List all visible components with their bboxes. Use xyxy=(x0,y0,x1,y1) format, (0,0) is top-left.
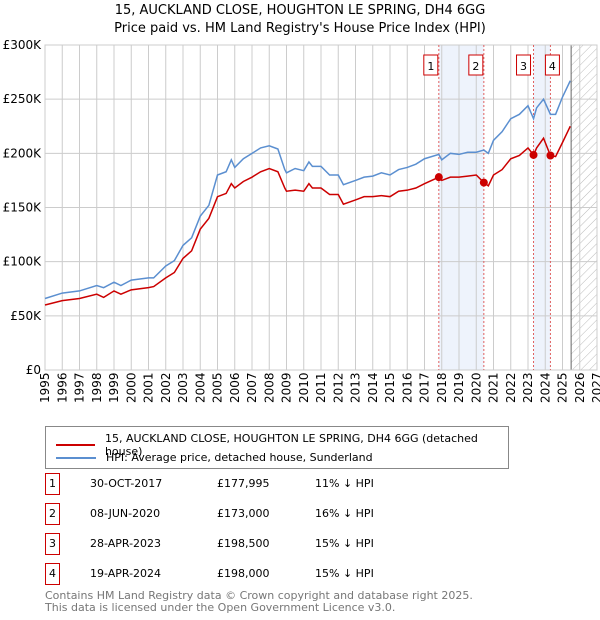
y-tick-label: £100K xyxy=(3,255,43,269)
x-tick-label: 2001 xyxy=(142,372,156,403)
sale-marker-box xyxy=(423,54,439,76)
x-tick-label: 2023 xyxy=(521,372,535,403)
x-tick-label: 2012 xyxy=(331,372,345,403)
x-tick-label: 2025 xyxy=(556,372,570,403)
sale-marker-label: 4 xyxy=(45,563,60,585)
legend-item-hpi: HPI: Average price, detached house, Sund… xyxy=(56,451,373,464)
x-tick-label: 1997 xyxy=(73,372,87,403)
sale-point xyxy=(434,173,443,182)
sale-date: 19-APR-2024 xyxy=(90,567,162,580)
sale-point xyxy=(479,178,488,187)
x-tick-label: 1999 xyxy=(107,372,121,403)
x-tick-label: 2000 xyxy=(124,372,138,403)
x-tick-label: 2011 xyxy=(314,372,328,403)
x-tick-label: 2013 xyxy=(349,372,363,403)
x-tick-label: 2021 xyxy=(487,372,501,403)
x-tick-label: 2014 xyxy=(366,372,380,403)
x-tick-label: 2022 xyxy=(504,372,518,403)
sale-marker-box xyxy=(468,54,484,76)
legend-swatch xyxy=(56,456,96,459)
x-tick-label: 2008 xyxy=(262,372,276,403)
sale-marker-label: 3 xyxy=(45,533,60,555)
chart-subtitle: Price paid vs. HM Land Registry's House … xyxy=(114,21,486,36)
sale-marker-box xyxy=(544,54,560,76)
sale-point xyxy=(546,151,555,160)
sale-marker-label: 1 xyxy=(45,473,60,495)
sale-hpi-diff: 15% ↓ HPI xyxy=(315,567,374,580)
x-tick-label: 2007 xyxy=(245,372,259,403)
x-tick-label: 1995 xyxy=(38,372,52,403)
x-tick-label: 2015 xyxy=(383,372,397,403)
x-tick-label: 1996 xyxy=(55,372,69,403)
x-tick-label: 2010 xyxy=(297,372,311,403)
legend-label: HPI: Average price, detached house, Sund… xyxy=(106,451,373,464)
x-tick-label: 2020 xyxy=(469,372,483,403)
sale-marker-label: 2 xyxy=(472,60,479,73)
plot-area: 1995 1996 1997 1998 1999 2000 2001 2002 2003 2004… xyxy=(3,38,600,403)
legend-swatch xyxy=(56,444,95,446)
y-tick-label: £150K xyxy=(3,201,43,215)
sale-date: 30-OCT-2017 xyxy=(90,477,163,490)
hpi-line xyxy=(44,80,571,300)
footer-line: Contains HM Land Registry data © Crown c… xyxy=(45,589,473,602)
x-tick-label: 1998 xyxy=(90,372,104,403)
sale-date: 28-APR-2023 xyxy=(90,537,162,550)
sale-marker-label: 4 xyxy=(549,60,556,73)
x-tick-label: 2004 xyxy=(193,372,207,403)
y-tick-label: £50K xyxy=(10,309,42,323)
sale-price: £177,995 xyxy=(217,477,270,490)
x-tick-label: 2002 xyxy=(159,372,173,403)
sale-hpi-diff: 11% ↓ HPI xyxy=(315,477,374,490)
sale-point xyxy=(529,150,538,159)
legend-label: 15, AUCKLAND CLOSE, HOUGHTON LE SPRING, … xyxy=(104,432,478,458)
y-tick-label: £200K xyxy=(3,146,43,160)
sale-price: £198,000 xyxy=(217,567,270,580)
sale-marker-label: 1 xyxy=(427,60,434,73)
sale-price: £198,500 xyxy=(217,537,270,550)
legend-item-property: 15, AUCKLAND CLOSE, HOUGHTON LE SPRING, … xyxy=(56,432,508,458)
sale-hpi-diff: 16% ↓ HPI xyxy=(315,507,374,520)
plot-border xyxy=(44,44,598,371)
sale-hpi-diff: 15% ↓ HPI xyxy=(315,537,374,550)
property-price-line xyxy=(44,125,571,306)
x-tick-label: 2026 xyxy=(573,372,587,403)
x-tick-label: 2016 xyxy=(400,372,414,403)
sale-date: 08-JUN-2020 xyxy=(90,507,161,520)
footer: Contains HM Land Registry data © Crown c… xyxy=(45,590,473,614)
sale-marker-box xyxy=(516,54,532,76)
sale-marker-label: 2 xyxy=(45,503,60,525)
x-tick-label: 2006 xyxy=(228,372,242,403)
x-tick-label: 2018 xyxy=(435,372,449,403)
x-tick-label: 2003 xyxy=(176,372,190,403)
x-tick-label: 2005 xyxy=(211,372,225,403)
sale-marker-label: 3 xyxy=(520,60,527,73)
y-tick-label: £300K xyxy=(3,38,43,52)
x-tick-label: 2024 xyxy=(538,372,552,403)
x-tick-label: 2009 xyxy=(280,372,294,403)
x-tick-label: 2017 xyxy=(418,372,432,403)
x-tick-label: 2027 xyxy=(590,372,600,403)
y-tick-label: £250K xyxy=(3,92,43,106)
chart-title: 15, AUCKLAND CLOSE, HOUGHTON LE SPRING, … xyxy=(114,3,486,18)
legend: 15, AUCKLAND CLOSE, HOUGHTON LE SPRING, … xyxy=(45,426,509,469)
x-tick-label: 2019 xyxy=(452,372,466,403)
footer-line: This data is licensed under the Open Gov… xyxy=(45,601,396,614)
y-tick-label: £0 xyxy=(26,363,41,377)
sale-price: £173,000 xyxy=(217,507,270,520)
